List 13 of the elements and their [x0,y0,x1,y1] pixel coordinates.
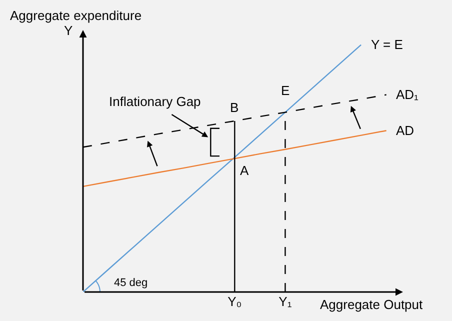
annotation: E [281,83,290,98]
x-tick-label: Y₀ [228,294,242,309]
x-tick-label: Y₁ [278,294,292,309]
annotation: Inflationary Gap [109,94,201,109]
y-axis-title: Aggregate expenditure [10,8,142,23]
series-label: AD₁ [396,87,420,102]
series-label: AD [396,123,414,138]
annotation: A [240,163,249,178]
text: Y [64,23,73,38]
annotation: B [230,100,239,115]
annotation: 45 deg [114,277,148,289]
series-label: Y = E [371,37,404,52]
x-axis-title: Aggregate Output [320,297,424,312]
